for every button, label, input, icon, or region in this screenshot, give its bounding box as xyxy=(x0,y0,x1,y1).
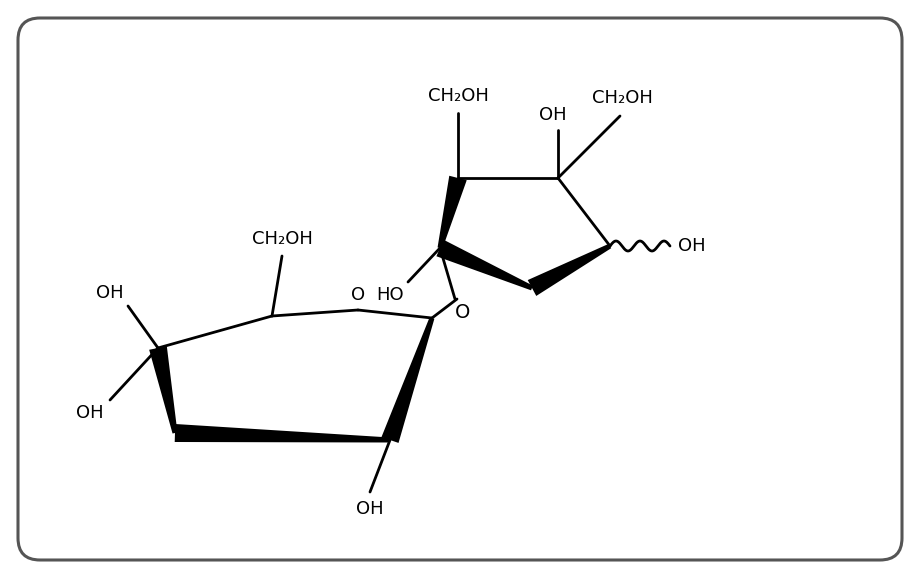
Text: OH: OH xyxy=(539,106,566,124)
Polygon shape xyxy=(381,317,434,443)
Polygon shape xyxy=(175,424,390,443)
Text: OH: OH xyxy=(76,404,104,422)
Text: O: O xyxy=(455,303,471,323)
Text: CH₂OH: CH₂OH xyxy=(427,87,488,105)
Polygon shape xyxy=(528,244,610,296)
Text: O: O xyxy=(350,286,365,304)
Text: OH: OH xyxy=(356,500,383,518)
Text: CH₂OH: CH₂OH xyxy=(251,230,312,248)
Polygon shape xyxy=(149,346,177,434)
Polygon shape xyxy=(436,240,532,290)
Text: HO: HO xyxy=(376,286,403,304)
Polygon shape xyxy=(437,176,466,249)
Text: OH: OH xyxy=(677,237,705,255)
Text: OH: OH xyxy=(96,284,124,302)
FancyBboxPatch shape xyxy=(18,18,901,560)
Text: CH₂OH: CH₂OH xyxy=(591,89,652,107)
